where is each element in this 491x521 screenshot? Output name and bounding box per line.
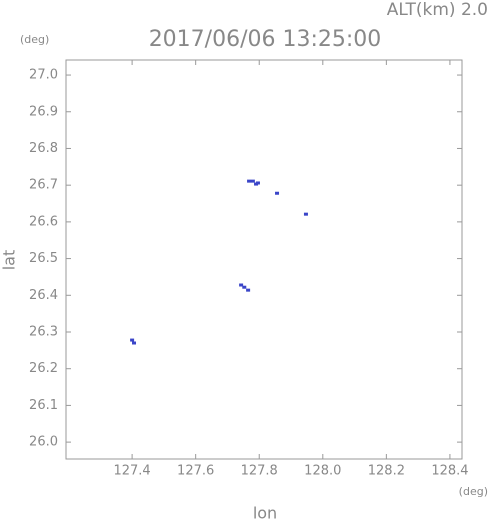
y-tick-label: 26.0 [29, 435, 58, 450]
y-tick-label: 26.8 [29, 141, 58, 156]
x-tick-label: 127.6 [177, 464, 214, 479]
x-tick-label: 128.4 [431, 464, 468, 479]
y-tick-label: 26.6 [29, 214, 58, 229]
point [275, 191, 280, 195]
x-tick-label: 127.4 [113, 464, 150, 479]
point [303, 212, 308, 216]
point [239, 283, 244, 287]
y-tick-label: 26.1 [29, 398, 58, 413]
plot-frame [65, 59, 463, 460]
point [250, 179, 255, 183]
y-tick-label: 26.9 [29, 104, 58, 119]
x-tick-label: 128.2 [368, 464, 405, 479]
point [132, 341, 137, 345]
x-tick-label: 127.8 [241, 464, 278, 479]
point [130, 338, 135, 342]
y-axis-label: lat [0, 250, 19, 271]
x-axis-label: lon [253, 504, 277, 521]
point [242, 285, 247, 289]
x-unit: (deg) [459, 485, 488, 498]
y-tick-label: 26.7 [29, 178, 58, 193]
x-tick-label: 128.0 [304, 464, 341, 479]
point [247, 179, 252, 183]
y-unit: (deg) [20, 33, 49, 46]
y-tick-label: 26.5 [29, 251, 58, 266]
y-tick-label: 27.0 [29, 68, 58, 83]
point [246, 288, 251, 292]
y-tick-label: 26.2 [29, 361, 58, 376]
altitude-label: ALT(km) 2.0 [387, 0, 488, 20]
y-tick-label: 26.4 [29, 288, 58, 303]
point [255, 181, 260, 185]
y-tick-label: 26.3 [29, 324, 58, 339]
chart-title: 2017/06/06 13:25:00 [149, 27, 382, 52]
